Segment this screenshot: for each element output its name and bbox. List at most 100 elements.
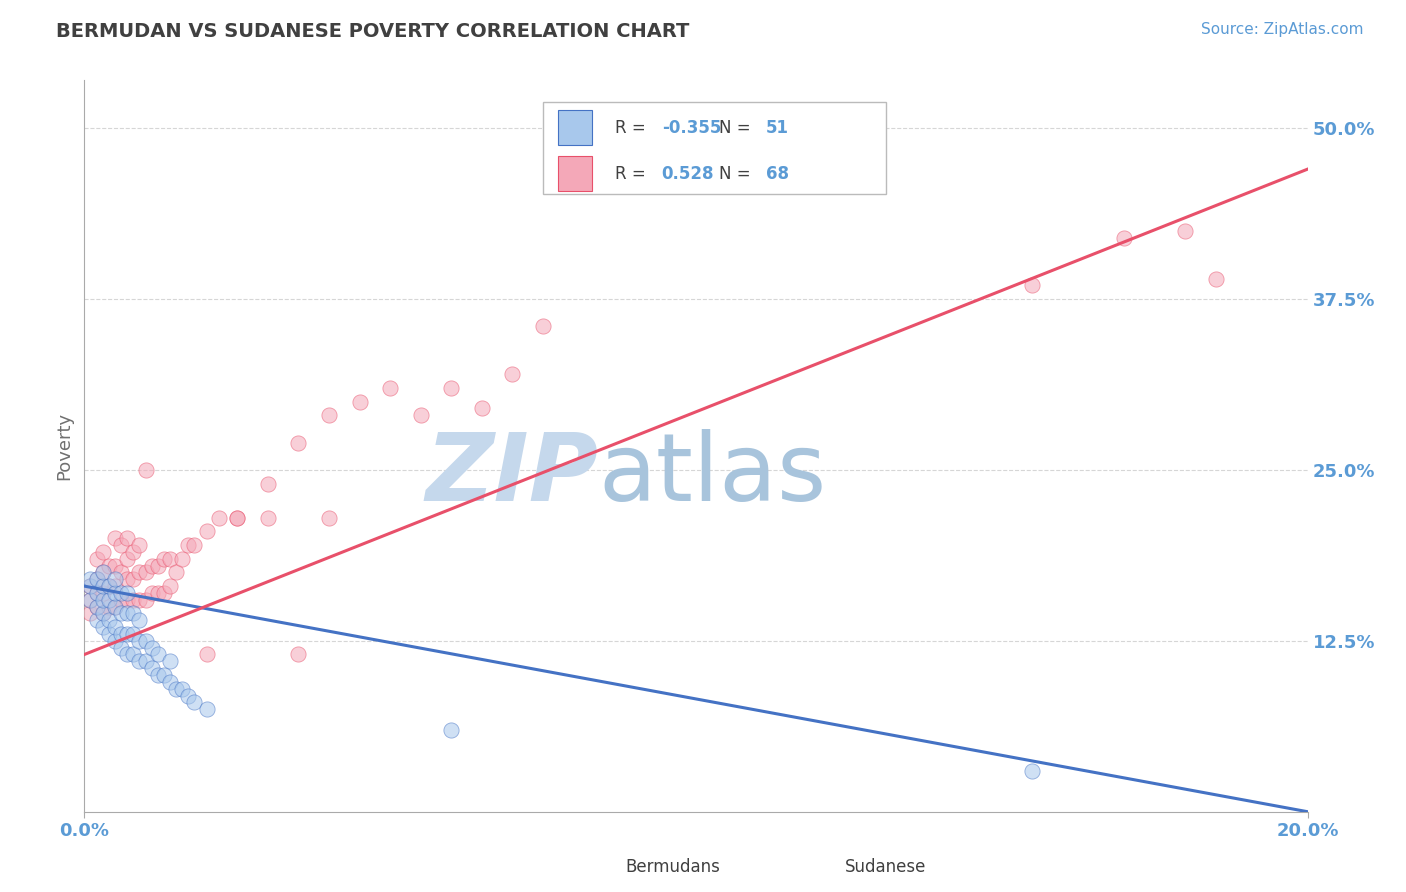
- Point: [79, 592, 101, 607]
- Point: [159, 579, 181, 593]
- Point: [104, 572, 127, 586]
- Point: [183, 538, 205, 552]
- Point: [104, 599, 127, 614]
- Point: [172, 551, 194, 566]
- Point: [110, 538, 132, 552]
- Point: [128, 654, 150, 668]
- Point: [91, 586, 114, 600]
- Text: 51: 51: [766, 119, 789, 136]
- Point: [195, 648, 218, 662]
- Text: Sudanese: Sudanese: [845, 857, 927, 876]
- Point: [91, 607, 114, 621]
- Point: [141, 586, 163, 600]
- Point: [257, 476, 280, 491]
- Text: N =: N =: [720, 164, 756, 183]
- Point: [128, 592, 150, 607]
- Point: [141, 558, 163, 573]
- FancyBboxPatch shape: [794, 849, 831, 884]
- Point: [122, 607, 145, 621]
- Point: [110, 566, 132, 580]
- Point: [91, 566, 114, 580]
- Point: [226, 510, 249, 524]
- Point: [128, 538, 150, 552]
- Point: [159, 551, 181, 566]
- Point: [110, 592, 132, 607]
- Text: BERMUDAN VS SUDANESE POVERTY CORRELATION CHART: BERMUDAN VS SUDANESE POVERTY CORRELATION…: [56, 22, 689, 41]
- FancyBboxPatch shape: [543, 103, 886, 194]
- Point: [122, 627, 145, 641]
- Point: [318, 409, 340, 423]
- Point: [177, 538, 200, 552]
- Point: [153, 551, 176, 566]
- Point: [146, 648, 169, 662]
- Point: [318, 510, 340, 524]
- Point: [97, 627, 120, 641]
- Point: [79, 607, 101, 621]
- Point: [79, 572, 101, 586]
- Point: [1205, 271, 1227, 285]
- FancyBboxPatch shape: [558, 156, 592, 191]
- FancyBboxPatch shape: [558, 111, 592, 145]
- Point: [97, 579, 120, 593]
- Point: [104, 620, 127, 634]
- Point: [115, 592, 138, 607]
- Point: [86, 586, 108, 600]
- Point: [153, 668, 176, 682]
- Point: [471, 401, 494, 416]
- Point: [104, 558, 127, 573]
- Point: [115, 572, 138, 586]
- Point: [287, 648, 309, 662]
- Point: [97, 613, 120, 627]
- Point: [122, 545, 145, 559]
- Point: [409, 409, 432, 423]
- Text: 68: 68: [766, 164, 789, 183]
- Point: [115, 648, 138, 662]
- Point: [104, 586, 127, 600]
- Point: [97, 558, 120, 573]
- Point: [115, 531, 138, 545]
- Text: R =: R =: [616, 164, 651, 183]
- Point: [146, 586, 169, 600]
- Point: [135, 566, 157, 580]
- Point: [128, 633, 150, 648]
- Point: [257, 510, 280, 524]
- Point: [86, 572, 108, 586]
- Point: [104, 633, 127, 648]
- Point: [97, 579, 120, 593]
- Text: N =: N =: [720, 119, 756, 136]
- Point: [91, 620, 114, 634]
- Point: [440, 723, 463, 737]
- Text: atlas: atlas: [598, 429, 827, 521]
- Point: [1021, 278, 1043, 293]
- Point: [91, 566, 114, 580]
- Point: [104, 599, 127, 614]
- Text: -0.355: -0.355: [662, 119, 721, 136]
- Point: [135, 633, 157, 648]
- Point: [122, 572, 145, 586]
- Point: [91, 579, 114, 593]
- Point: [195, 702, 218, 716]
- Point: [86, 599, 108, 614]
- Point: [86, 572, 108, 586]
- Point: [349, 394, 371, 409]
- Point: [110, 640, 132, 655]
- Point: [165, 566, 187, 580]
- Point: [159, 674, 181, 689]
- Point: [110, 607, 132, 621]
- Point: [195, 524, 218, 539]
- Point: [1174, 224, 1197, 238]
- Point: [79, 592, 101, 607]
- Point: [159, 654, 181, 668]
- Point: [165, 681, 187, 696]
- Text: Source: ZipAtlas.com: Source: ZipAtlas.com: [1201, 22, 1364, 37]
- Point: [287, 435, 309, 450]
- Y-axis label: Poverty: Poverty: [55, 412, 73, 480]
- Point: [91, 592, 114, 607]
- Point: [86, 551, 108, 566]
- Point: [135, 592, 157, 607]
- Point: [208, 510, 231, 524]
- Point: [79, 579, 101, 593]
- Point: [115, 586, 138, 600]
- Point: [122, 648, 145, 662]
- Point: [122, 592, 145, 607]
